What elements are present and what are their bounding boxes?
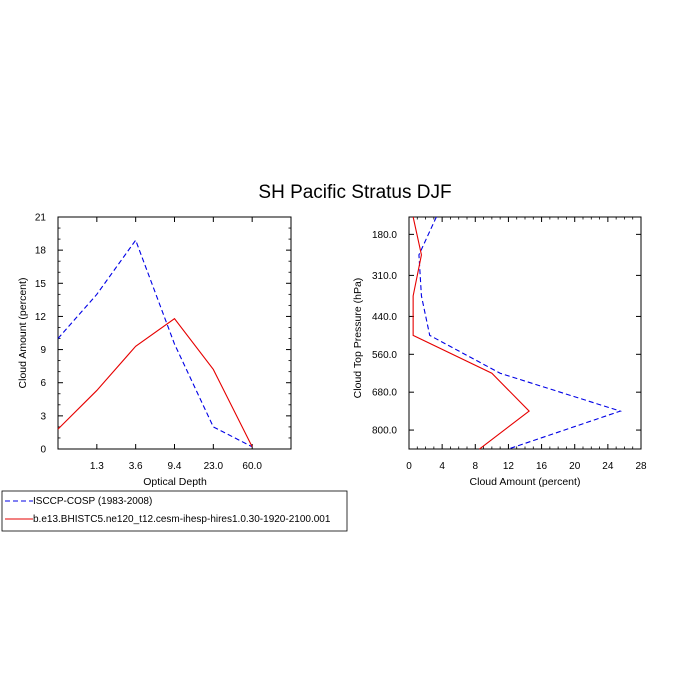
right-y-tick-label: 180.0: [372, 230, 397, 241]
left-series-observed: [57, 239, 253, 448]
right-y-tick-label: 680.0: [372, 388, 397, 399]
left-y-tick-label: 18: [35, 246, 47, 257]
right-y-tick-label: 800.0: [372, 426, 397, 437]
right-series-model: [412, 216, 530, 450]
left-x-tick-label: 9.4: [168, 461, 182, 472]
right-x-tick-label: 12: [503, 461, 515, 472]
left-x-tick-label: 3.6: [129, 461, 143, 472]
pressure-profile-plot: 0 4 8 12 16 20 24 28 180.0 310.0 440.0 560.0 680.0 80…: [352, 216, 647, 488]
left-plot-series: [57, 239, 253, 448]
right-x-tick-label: 0: [406, 461, 412, 472]
left-y-tick-label: 3: [40, 411, 46, 422]
legend-label-model: b.e13.BHISTC5.ne120_t12.cesm-ihesp-hires…: [33, 514, 331, 525]
right-x-tick-label: 4: [439, 461, 445, 472]
right-x-tick-label: 24: [602, 461, 614, 472]
right-y-axis-label: Cloud Top Pressure (hPa): [352, 278, 364, 399]
left-series-model: [57, 317, 253, 448]
legend-box: [1, 490, 348, 532]
left-x-tick-label: 60.0: [242, 461, 262, 472]
right-plot-series: [412, 216, 623, 450]
right-y-tick-label: 440.0: [372, 312, 397, 323]
optical-depth-plot: 0 3 6 9 12 15 18 21 1.3 3.6 9.4 23.0 60.0 Optical De…: [17, 213, 292, 488]
left-y-tick-label: 15: [35, 279, 47, 290]
right-y-tick-label: 310.0: [372, 271, 397, 282]
right-x-tick-label: 20: [569, 461, 581, 472]
left-y-tick-label: 12: [35, 312, 47, 323]
left-y-tick-label: 9: [40, 345, 46, 356]
left-y-axis-label: Cloud Amount (percent): [17, 278, 29, 389]
left-y-tick-label: 6: [40, 378, 46, 389]
right-x-tick-label: 28: [635, 461, 647, 472]
right-x-tick-label: 16: [536, 461, 548, 472]
right-y-tick-label: 560.0: [372, 350, 397, 361]
left-y-tick-label: 0: [40, 445, 46, 456]
left-y-tick-label: 21: [35, 213, 47, 224]
right-x-tick-label: 8: [473, 461, 479, 472]
left-x-axis-label: Optical Depth: [143, 476, 207, 488]
right-plot-ticks: 0 4 8 12 16 20 24 28 180.0 310.0 440.0 560.0 680.0 80…: [372, 217, 647, 472]
right-series-observed: [418, 216, 623, 450]
left-x-tick-label: 1.3: [90, 461, 104, 472]
left-plot-ticks: 0 3 6 9 12 15 18 21 1.3 3.6 9.4 23.0 60.0: [35, 213, 291, 472]
left-plot-frame: [57, 216, 292, 450]
legend: ISCCP-COSP (1983-2008) b.e13.BHISTC5.ne1…: [1, 490, 348, 532]
legend-label-observed: ISCCP-COSP (1983-2008): [33, 496, 152, 507]
figure-title: SH Pacific Stratus DJF: [258, 182, 451, 203]
right-x-axis-label: Cloud Amount (percent): [470, 476, 581, 488]
left-x-tick-label: 23.0: [204, 461, 224, 472]
